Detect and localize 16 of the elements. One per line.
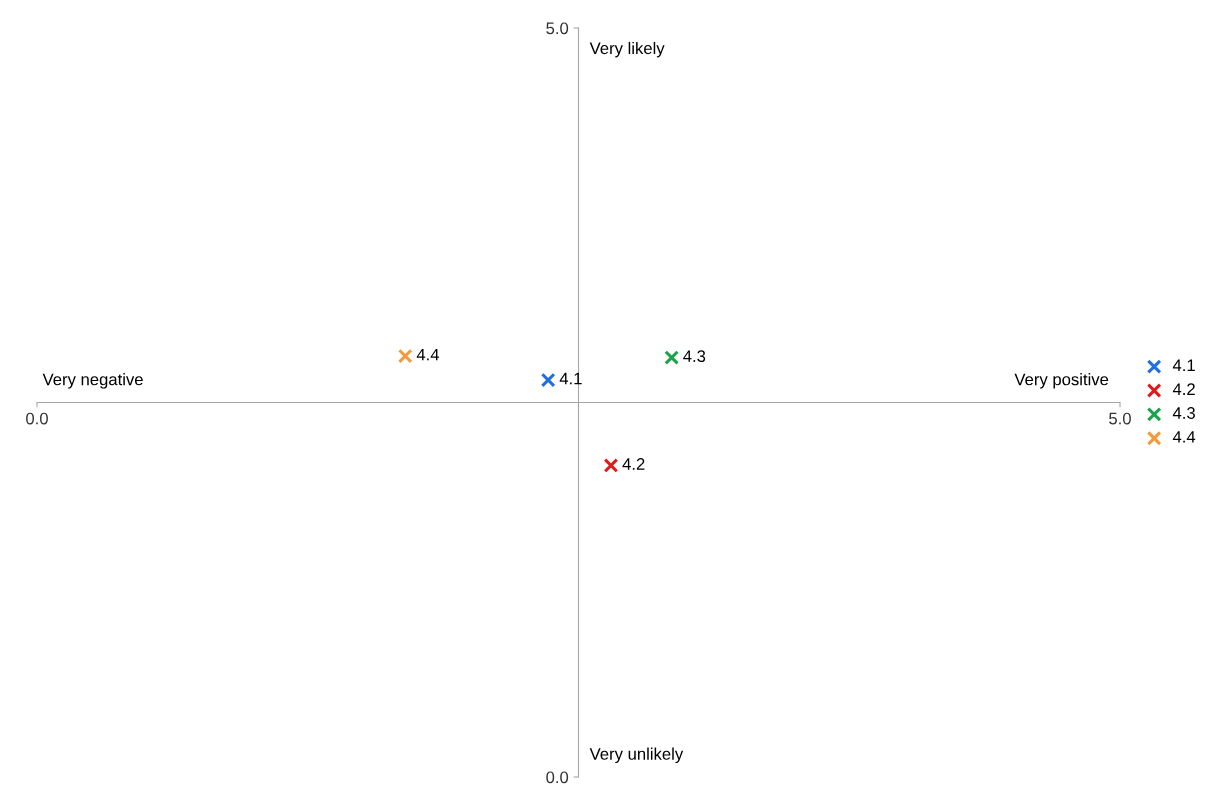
legend-label: 4.1 <box>1172 359 1195 372</box>
annotation: Very positive <box>1014 373 1109 389</box>
point <box>540 372 556 388</box>
legend-label: 4.2 <box>1172 383 1195 395</box>
annotation: Very negative <box>42 373 143 389</box>
annotation: Very unlikely <box>589 747 684 764</box>
point <box>603 458 619 473</box>
legend-label: 4.4 <box>1172 431 1196 443</box>
text: 4.4 <box>416 348 440 361</box>
text: 4.1 <box>559 372 582 385</box>
annotation: Very likely <box>589 41 665 58</box>
point <box>397 348 413 364</box>
point <box>664 350 679 365</box>
text: 4.2 <box>622 458 645 470</box>
legend-label: 4.3 <box>1172 407 1195 419</box>
text: 4.3 <box>683 350 706 363</box>
